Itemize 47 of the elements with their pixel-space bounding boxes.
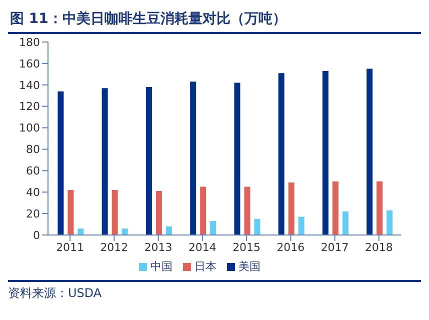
y-tick-label: 20 (26, 207, 40, 220)
y-tick-label: 180 (19, 36, 40, 49)
legend-label: 日本 (194, 260, 216, 273)
y-tick-label: 80 (26, 143, 40, 156)
bar (234, 82, 240, 235)
y-tick-label: 60 (26, 164, 40, 178)
bar (298, 216, 304, 235)
x-tick-label: 2011 (56, 240, 84, 254)
bar (386, 210, 393, 235)
y-tick-label: 40 (26, 186, 40, 200)
x-tick-label: 2014 (188, 240, 216, 254)
bar (332, 181, 338, 235)
bar (190, 82, 196, 235)
x-tick-label: 2015 (232, 240, 261, 254)
bar (210, 221, 216, 235)
legend-label: 美国 (238, 260, 260, 273)
x-tick-label: 2016 (276, 240, 305, 254)
text: 资料来源：USDA (8, 285, 103, 302)
bar (376, 181, 383, 235)
bar (156, 191, 162, 235)
y-tick-label: 140 (19, 78, 40, 92)
bar (166, 226, 172, 235)
bar (342, 211, 348, 235)
bar (366, 68, 373, 235)
bar (322, 70, 328, 235)
bar (278, 73, 284, 235)
bar (244, 186, 250, 235)
bar (288, 182, 294, 235)
bar (58, 91, 64, 235)
bar (146, 87, 152, 235)
bar (122, 228, 128, 235)
x-tick-label: 2017 (320, 240, 349, 254)
bar (78, 228, 84, 235)
chart-title: 图 11：中美日咖啡生豆消耗量对比（万吨） (8, 8, 421, 34)
legend-label: 中国 (150, 260, 172, 273)
y-tick-label: 0 (33, 228, 40, 242)
y-tick-label: 120 (19, 100, 40, 114)
x-tick-label: 2012 (100, 240, 128, 254)
y-tick-label: 100 (19, 122, 40, 135)
bar (68, 190, 74, 235)
bar (254, 218, 260, 235)
bar (102, 88, 108, 235)
x-tick-label: 2013 (144, 240, 172, 254)
x-tick-label: 2018 (364, 240, 393, 254)
bar (200, 186, 206, 235)
bar (112, 190, 118, 235)
y-tick-label: 160 (19, 57, 40, 70)
